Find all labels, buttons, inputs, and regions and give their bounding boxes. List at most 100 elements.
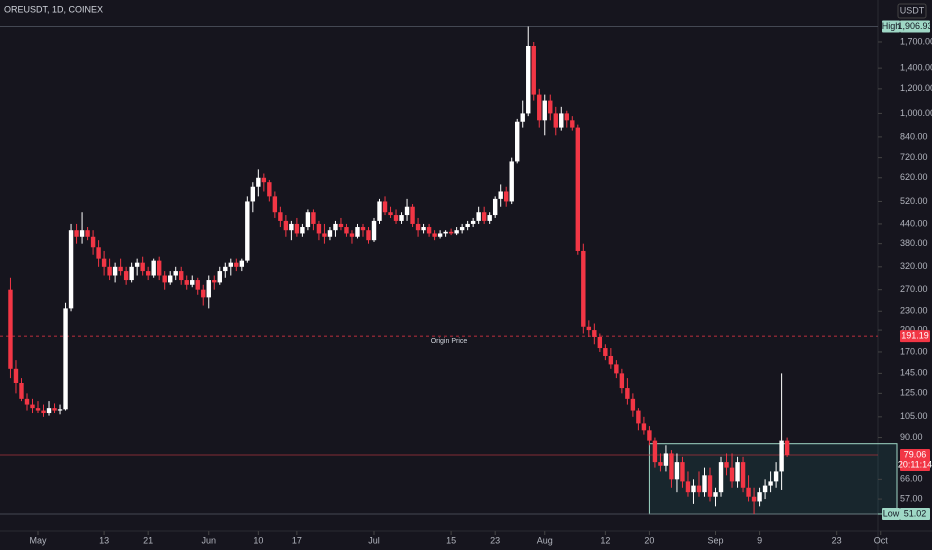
candle-body [101, 258, 107, 267]
candle-body [784, 440, 790, 456]
candle-body [355, 227, 360, 237]
countdown: 20:11:14 [898, 459, 932, 469]
candle-body [217, 271, 222, 283]
candle-body [168, 275, 173, 283]
candle-body [503, 191, 509, 202]
candle-body [437, 233, 443, 237]
candle-body [151, 260, 156, 276]
candle-body [35, 408, 41, 411]
candle-body [145, 271, 151, 276]
candle-body [729, 467, 735, 482]
candle-body [454, 230, 459, 234]
candle-body [630, 398, 636, 411]
candle-body [768, 481, 773, 486]
candle-body [548, 100, 553, 114]
y-tick-label: 520.00 [900, 196, 928, 206]
candle-body [134, 262, 140, 267]
symbol-title: OREUSDT, 1D, COINEX [4, 4, 103, 14]
candle-body [476, 212, 481, 221]
candle-body [481, 212, 487, 221]
candle-body [685, 481, 691, 493]
y-tick-label: 840.00 [900, 131, 928, 141]
candle-body [123, 271, 129, 281]
candle-body [526, 45, 531, 114]
candle-body [327, 230, 333, 237]
candle-body [140, 262, 145, 272]
candle-body [112, 266, 118, 276]
candle-body [608, 355, 614, 365]
currency-box[interactable] [897, 3, 927, 19]
candle-body [680, 462, 685, 482]
x-tick-label: Jun [202, 535, 217, 545]
candle-body [90, 236, 96, 248]
candle-body [509, 161, 514, 202]
candle-body [201, 289, 206, 298]
candle-body [564, 113, 569, 121]
candle-body [300, 227, 305, 234]
candle-body [641, 423, 647, 431]
y-tick-label: 1,400.00 [900, 62, 932, 72]
candle-body [107, 266, 112, 276]
x-tick-label: 23 [490, 535, 500, 545]
candle-body [575, 127, 581, 251]
candle-body [652, 440, 658, 463]
y-tick-label: 320.00 [900, 261, 928, 271]
candle-body [492, 198, 498, 216]
candle-body [316, 223, 322, 234]
candle-body [212, 280, 217, 283]
x-tick-label: 21 [143, 535, 153, 545]
candle-body [206, 280, 211, 298]
candle-body [542, 100, 547, 121]
high-tag: High [882, 21, 901, 31]
candle-body [52, 408, 57, 411]
candle-body [184, 280, 189, 285]
x-tick-label: 10 [253, 535, 263, 545]
candle-body [333, 223, 338, 231]
candle-body [432, 233, 437, 237]
x-tick-label: Oct [874, 535, 889, 545]
candle-body [443, 231, 448, 234]
candle-body [636, 410, 641, 424]
candle-body [283, 220, 289, 231]
candle-body [691, 485, 696, 493]
y-tick-label: 380.00 [900, 238, 928, 248]
candle-body [586, 326, 592, 331]
x-tick-label: 17 [292, 535, 302, 545]
candle-body [156, 260, 162, 276]
y-tick-label: 1,000.00 [900, 108, 932, 118]
candle-body [344, 227, 349, 234]
candle-body [79, 230, 85, 237]
y-tick-label: 1,700.00 [900, 36, 932, 46]
candle-body [239, 260, 245, 267]
high-value: 1,906.93 [897, 21, 932, 31]
candle-body [46, 408, 52, 414]
low-value-box [900, 507, 930, 520]
low-tag: Low [883, 508, 900, 518]
y-tick-label: 57.00 [900, 493, 923, 503]
y-tick-label: 200.00 [900, 324, 928, 334]
candle-body [707, 475, 713, 497]
candle-body [724, 462, 729, 468]
candle-body [96, 247, 101, 259]
y-tick-label: 125.00 [900, 388, 928, 398]
y-tick-label: 720.00 [900, 152, 928, 162]
candle-body [515, 121, 520, 162]
x-tick-label: 20 [644, 535, 654, 545]
candle-body [448, 231, 454, 234]
x-tick-label: Aug [537, 535, 553, 545]
candle-body [360, 227, 366, 231]
x-tick-label: May [29, 535, 47, 545]
x-tick-label: 13 [99, 535, 109, 545]
candle-body [421, 227, 426, 231]
candle-body [735, 462, 740, 482]
candle-body [740, 462, 746, 488]
candle-body [234, 262, 239, 267]
currency[interactable]: USDT [900, 5, 925, 15]
y-tick-label: 170.00 [900, 346, 928, 356]
candle-body [289, 223, 294, 231]
high-value-box [900, 20, 930, 33]
candle-body [757, 492, 762, 502]
candle-body [537, 94, 542, 121]
zone-box [648, 443, 898, 515]
